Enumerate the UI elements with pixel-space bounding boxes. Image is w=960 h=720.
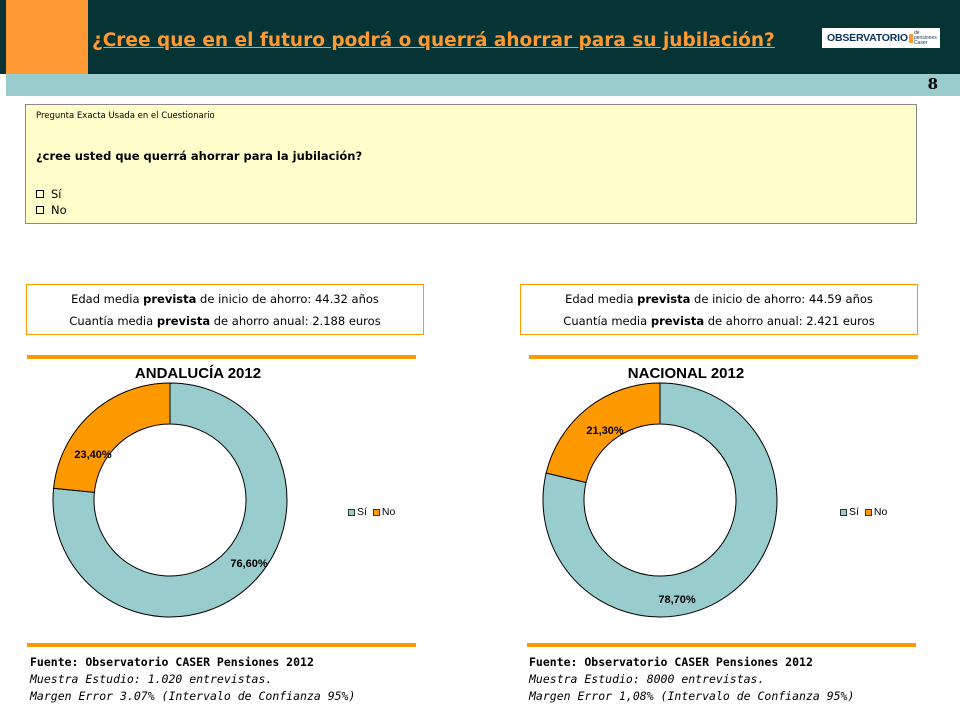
legend-swatch-si (348, 508, 355, 516)
divider (529, 355, 918, 359)
logo-tagline: de pensiones Caser (913, 29, 937, 46)
slice-label-si: 76,60% (230, 558, 268, 570)
divider (27, 355, 416, 359)
donut-chart-andalucia: 76,60% 23,40% (52, 382, 288, 618)
header-accent-block (6, 0, 88, 74)
option-label: Sí (51, 187, 62, 201)
question-box: Pregunta Exacta Usada en el Cuestionario… (25, 104, 917, 224)
donut-slice-si (542, 382, 778, 618)
legend-andalucia: Sí No (348, 506, 401, 518)
legend-swatch-no (864, 508, 872, 516)
source-muestra: Muestra Estudio: 1.020 entrevistas. (30, 672, 273, 686)
option-label: No (51, 203, 67, 217)
source-nacional: Fuente: Observatorio CASER Pensiones 201… (529, 654, 854, 705)
age-stat: Edad media prevista de inicio de ahorro:… (71, 292, 379, 306)
donut-slice-no (53, 382, 171, 493)
question-caption: Pregunta Exacta Usada en el Cuestionario (36, 111, 215, 121)
age-stat: Edad media prevista de inicio de ahorro:… (565, 292, 873, 306)
stats-box-andalucia: Edad media prevista de inicio de ahorro:… (26, 284, 424, 335)
source-muestra: Muestra Estudio: 8000 entrevistas. (529, 672, 765, 686)
source-fuente: Fuente: Observatorio CASER Pensiones 201… (30, 655, 314, 669)
source-andalucia: Fuente: Observatorio CASER Pensiones 201… (30, 654, 355, 705)
legend-nacional: Sí No (840, 506, 893, 518)
legend-label-no: No (381, 506, 396, 518)
slice-label-no: 21,30% (586, 425, 624, 437)
question-option-si: Sí (36, 187, 62, 201)
legend-swatch-si (840, 508, 847, 516)
source-margen: Margen Error 1,08% (Intervalo de Confian… (529, 689, 855, 703)
subheader-bar (6, 74, 960, 96)
slice-label-si: 78,70% (658, 594, 696, 606)
slice-label-no: 23,40% (74, 449, 112, 461)
chart-title-andalucia: ANDALUCÍA 2012 (134, 365, 262, 382)
page-title: ¿Cree que en el futuro podrá o querrá ah… (92, 30, 775, 51)
legend-label-si: Sí (357, 506, 367, 518)
legend-swatch-no (372, 508, 380, 516)
observatorio-logo: OBSERVATORIO de pensiones Caser (822, 28, 940, 48)
source-fuente: Fuente: Observatorio CASER Pensiones 201… (529, 655, 813, 669)
donut-slice-si (52, 382, 288, 618)
amount-stat: Cuantía media prevista de ahorro anual: … (69, 314, 381, 328)
divider (527, 643, 916, 647)
question-text: ¿cree usted que querrá ahorrar para la j… (36, 149, 363, 163)
amount-stat: Cuantía media prevista de ahorro anual: … (563, 314, 875, 328)
checkbox-icon (36, 206, 44, 214)
legend-label-no: No (873, 506, 888, 518)
page-number: 8 (927, 75, 938, 93)
divider (27, 643, 416, 647)
header-bar (0, 0, 960, 74)
stats-box-nacional: Edad media prevista de inicio de ahorro:… (520, 284, 918, 335)
checkbox-icon (36, 190, 44, 198)
source-margen: Margen Error 3.07% (Intervalo de Confian… (30, 689, 356, 703)
donut-chart-nacional: 78,70% 21,30% (542, 382, 778, 618)
chart-title-nacional: NACIONAL 2012 (627, 365, 745, 382)
logo-word: OBSERVATORIO (827, 32, 908, 44)
logo-mark-icon (908, 33, 913, 43)
donut-slice-no (545, 382, 661, 484)
legend-label-si: Sí (849, 506, 859, 518)
question-option-no: No (36, 203, 67, 217)
